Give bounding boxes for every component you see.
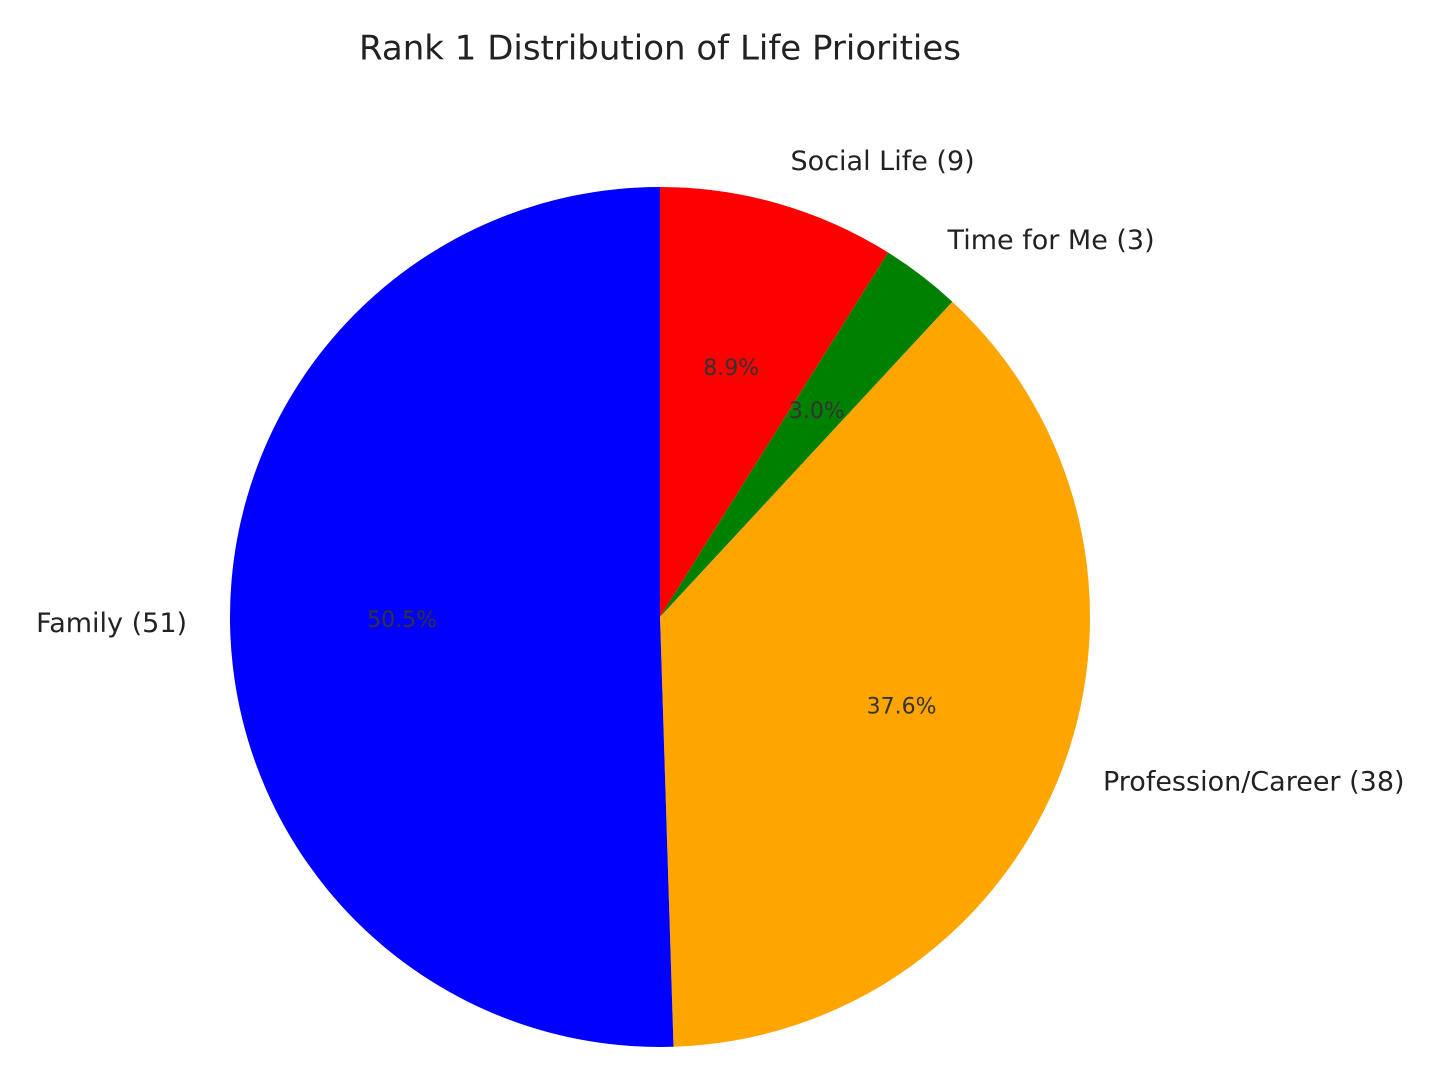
slice-label: Time for Me (3) xyxy=(947,225,1155,256)
slice-label: Social Life (9) xyxy=(791,146,975,177)
percent-label: 8.9% xyxy=(703,356,759,381)
chart-title: Rank 1 Distribution of Life Priorities xyxy=(359,29,961,69)
pie-slice xyxy=(660,301,1090,1047)
percent-label: 37.6% xyxy=(867,694,937,719)
pie-slice xyxy=(230,187,674,1047)
slice-label: Family (51) xyxy=(36,608,187,639)
percent-label: 3.0% xyxy=(789,399,845,424)
pie-slice xyxy=(660,252,953,618)
percent-label: 50.5% xyxy=(367,608,437,633)
pie-slice xyxy=(660,187,889,617)
slice-label: Profession/Career (38) xyxy=(1103,766,1405,797)
